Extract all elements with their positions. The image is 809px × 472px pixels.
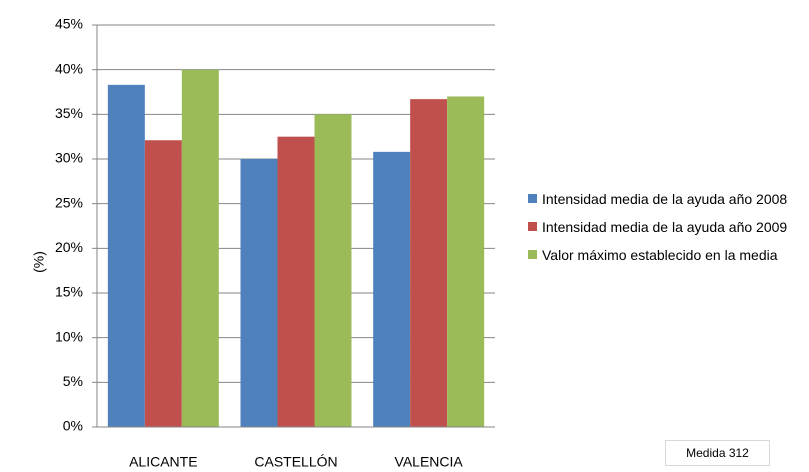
y-tick-label: 30% [55,150,83,166]
legend-item: Intensidad media de la ayuda año 2009 [528,216,808,238]
legend-label: Valor máximo establecido en la media [542,247,778,263]
y-tick-label: 20% [55,239,83,255]
y-tick-label: 10% [55,328,83,344]
bar [240,159,278,427]
legend-label: Intensidad media de la ayuda año 2008 [542,191,788,207]
bar [181,69,219,428]
legend-swatch [528,250,537,259]
legend-item: Valor máximo establecido en la media [528,244,808,266]
legend-swatch [528,194,537,203]
y-tick-label: 45% [55,16,83,32]
y-tick-label: 35% [55,105,83,121]
y-tick-label: 40% [55,60,83,76]
bar [410,99,448,427]
bar [144,140,182,428]
bar [277,136,315,427]
y-tick-label: 25% [55,194,83,210]
y-tick-label: 0% [63,418,83,434]
legend-swatch [528,222,537,231]
bar [314,114,352,427]
y-axis-label: (%) [31,251,47,273]
x-tick-label: ALICANTE [129,454,197,470]
legend-item: Intensidad media de la ayuda año 2008 [528,188,808,210]
bar [447,96,485,427]
x-tick-label: CASTELLÓN [254,454,337,470]
bar [107,84,145,427]
bar [373,151,411,427]
y-tick-label: 5% [63,373,83,389]
legend-label: Intensidad media de la ayuda año 2009 [542,219,788,235]
x-tick-label: VALENCIA [395,454,464,470]
annotation: Medida 312 [665,440,770,466]
y-tick-label: 15% [55,284,83,300]
legend: Intensidad media de la ayuda año 2008 Int… [528,188,808,272]
